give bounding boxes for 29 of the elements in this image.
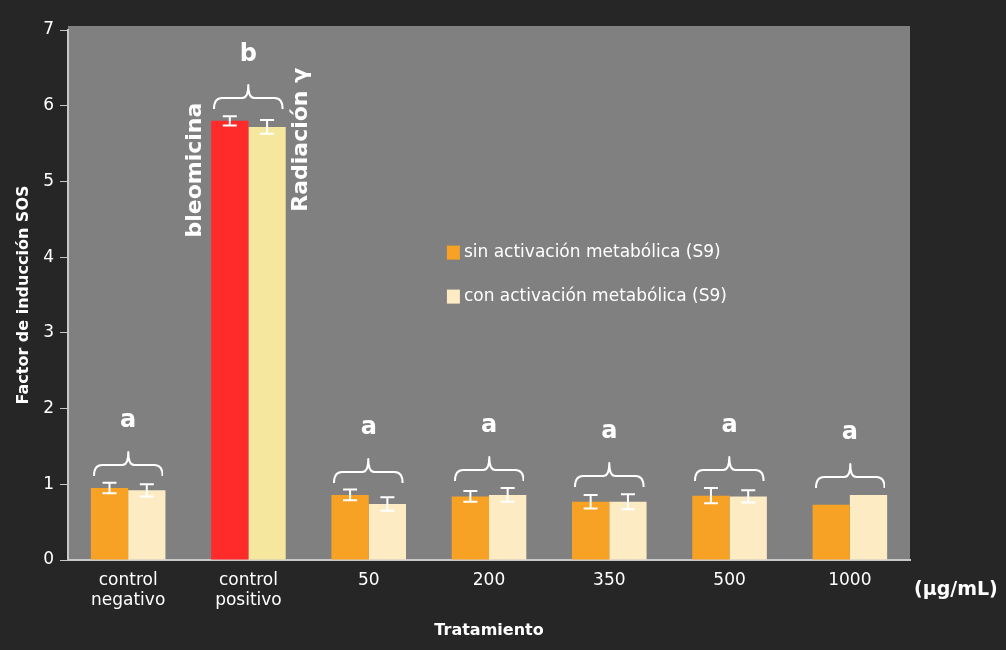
annotation: a [841, 417, 858, 446]
x-tick-label: 50 [357, 568, 380, 589]
x-tick-label: 500 [713, 568, 746, 589]
y-tick-label: 0 [43, 548, 55, 569]
y-tick-label: 7 [43, 18, 55, 39]
annotation: a [721, 410, 738, 439]
y-axis-title: Factor de inducción SOS [12, 185, 32, 405]
y-tick-label: 5 [43, 169, 55, 190]
y-tick-label: 3 [43, 321, 55, 342]
x-tick-label: 350 [593, 568, 626, 589]
annotation: a [601, 416, 618, 445]
y-tick-label: 2 [43, 396, 55, 417]
annotation: a [120, 405, 137, 434]
y-tick-label: 4 [43, 245, 55, 266]
x-tick-label: 200 [472, 568, 506, 589]
annotation: Radiación γ [287, 67, 313, 212]
y-tick-label: 1 [43, 472, 55, 493]
x-axis-title: Tratamiento [434, 619, 544, 639]
annotation: a [360, 411, 377, 440]
y-tick-label: 6 [43, 94, 55, 115]
text: (µg/mL) [914, 576, 998, 599]
annotation: a [480, 410, 498, 439]
legend-label: con activación metabólica (S9) [463, 285, 727, 306]
x-tick-label: 1000 [828, 568, 872, 589]
x-tick-label: control positivo [215, 568, 282, 610]
legend-label: sin activación metabólica (S9) [463, 241, 721, 262]
annotation: b [239, 38, 258, 67]
x-tick-label: control negativo [91, 568, 166, 610]
annotation: bleomicina [180, 102, 206, 238]
